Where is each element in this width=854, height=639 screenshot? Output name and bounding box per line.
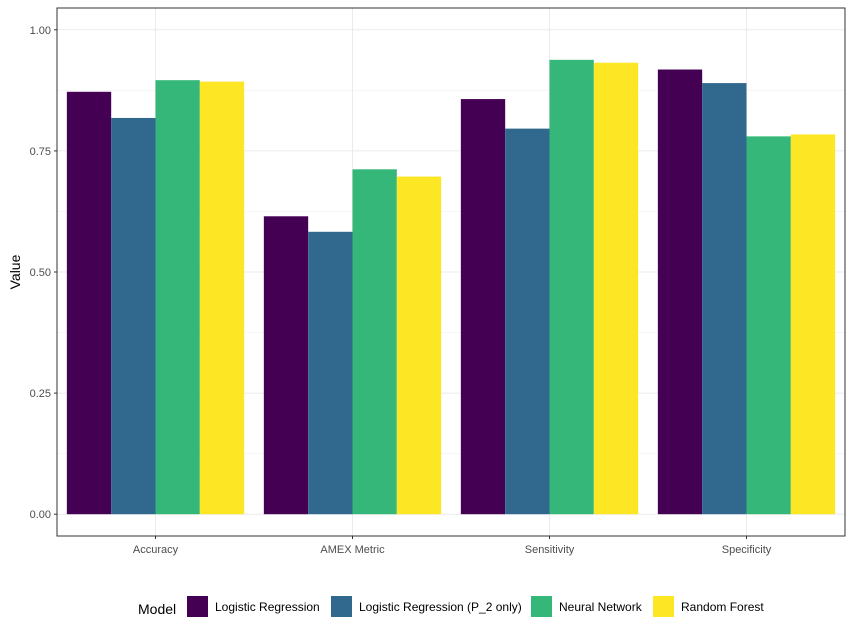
bar-specificity-logistic-regression (657, 69, 703, 515)
bar-sensitivity-logistic-regression-p-2-only (505, 128, 550, 515)
legend-title: Model (138, 601, 176, 617)
bar-sensitivity-random-forest (593, 62, 639, 515)
bar-sensitivity-logistic-regression (460, 99, 506, 515)
legend-key-logistic-regression-p-2-only (331, 596, 352, 617)
y-tick-label: 0.25 (30, 388, 51, 400)
bar-specificity-neural-network (746, 136, 791, 515)
bar-accuracy-logistic-regression (66, 91, 112, 515)
bar-accuracy-logistic-regression-p-2-only (111, 117, 156, 515)
y-tick-label: 0.00 (30, 509, 51, 521)
legend-label-random-forest: Random Forest (681, 600, 764, 614)
x-tick-label: Specificity (722, 544, 772, 556)
y-tick-label: 0.50 (30, 267, 51, 279)
y-axis-title: Value (7, 254, 23, 289)
bar-accuracy-neural-network (155, 80, 200, 515)
x-axis: Accuracy AMEX Metric Sensitivity Specificit… (133, 536, 772, 556)
x-tick-label: Accuracy (133, 544, 179, 556)
legend-label-logistic-regression-p-2-only: Logistic Regression (P_2 only) (359, 600, 522, 614)
x-tick-label: AMEX Metric (320, 544, 385, 556)
x-tick-label: Sensitivity (525, 544, 575, 556)
legend-key-random-forest (653, 596, 674, 617)
legend-key-logistic-regression (187, 596, 208, 617)
legend-label-logistic-regression: Logistic Regression (215, 600, 320, 614)
legend-label-neural-network: Neural Network (559, 600, 643, 614)
bars (66, 59, 836, 515)
bar-accuracy-random-forest (199, 81, 245, 515)
y-axis: 0.00 0.25 0.50 0.75 1.00 (30, 25, 57, 521)
bar-amex-metric-neural-network (352, 169, 397, 515)
bar-specificity-random-forest (790, 134, 836, 515)
legend: Model Logistic Regression Logistic Regres… (138, 596, 764, 617)
bar-amex-metric-logistic-regression (263, 216, 309, 515)
bar-sensitivity-neural-network (549, 59, 594, 515)
bar-amex-metric-random-forest (396, 176, 442, 515)
y-tick-label: 1.00 (30, 25, 51, 37)
bar-amex-metric-logistic-regression-p-2-only (308, 231, 353, 515)
legend-key-neural-network (531, 596, 552, 617)
y-tick-label: 0.75 (30, 146, 51, 158)
bar-specificity-logistic-regression-p-2-only (702, 83, 747, 515)
